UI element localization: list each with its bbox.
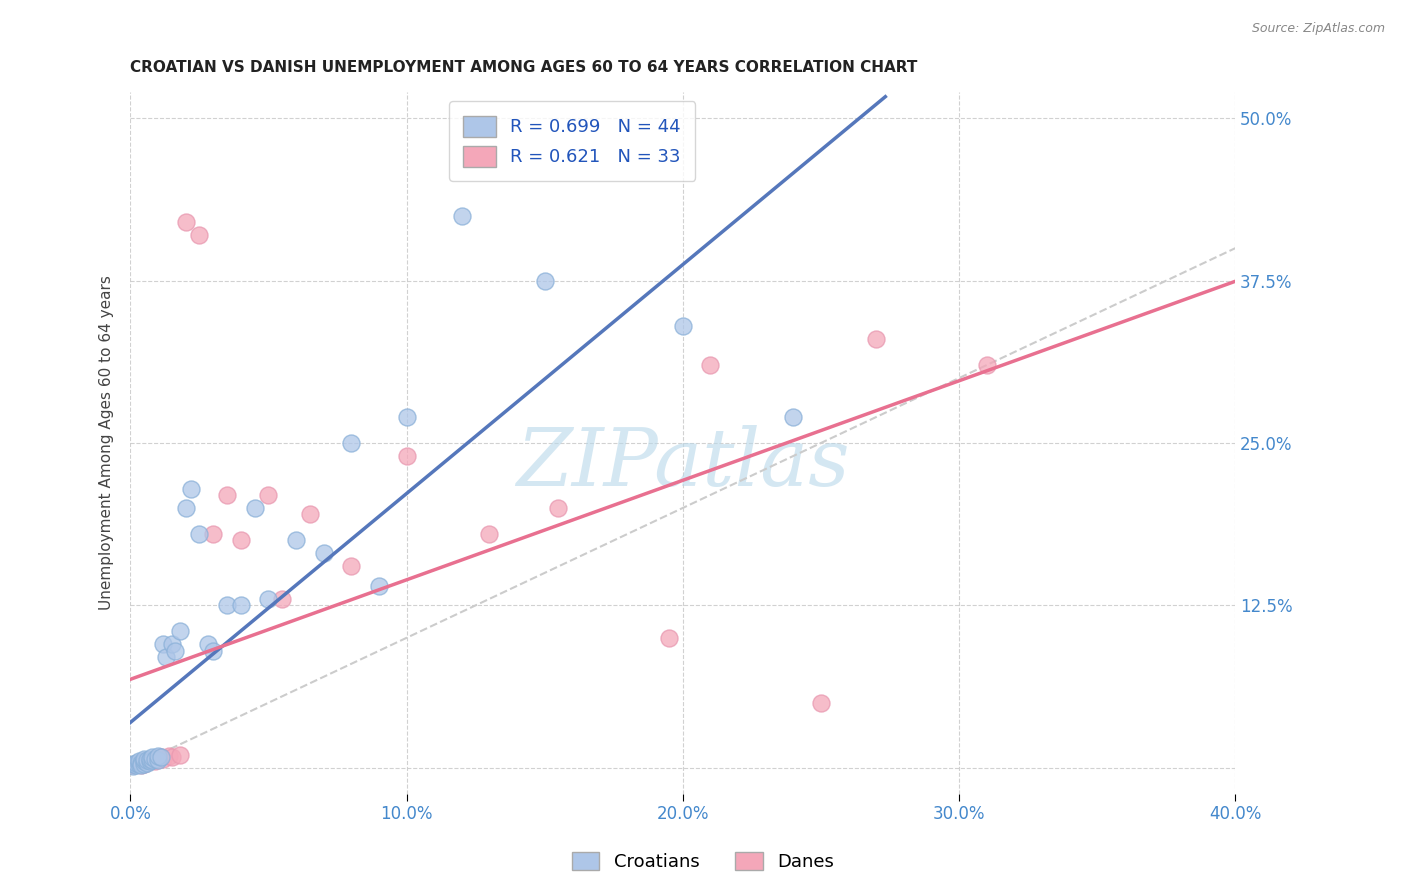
- Point: [312, 546, 335, 560]
- Point: [160, 637, 183, 651]
- Point: [197, 637, 219, 651]
- Point: [152, 751, 174, 765]
- Point: [547, 500, 569, 515]
- Point: [134, 754, 156, 768]
- Y-axis label: Unemployment Among Ages 60 to 64 years: Unemployment Among Ages 60 to 64 years: [100, 276, 114, 610]
- Point: [285, 533, 308, 548]
- Point: [122, 756, 145, 771]
- Text: Source: ZipAtlas.com: Source: ZipAtlas.com: [1251, 22, 1385, 36]
- Point: [125, 758, 148, 772]
- Point: [229, 533, 252, 548]
- Point: [141, 753, 163, 767]
- Point: [174, 500, 197, 515]
- Point: [271, 591, 294, 606]
- Point: [143, 754, 166, 768]
- Point: [215, 488, 238, 502]
- Point: [257, 488, 280, 502]
- Point: [138, 754, 160, 768]
- Point: [128, 754, 150, 768]
- Point: [180, 482, 202, 496]
- Point: [202, 644, 225, 658]
- Point: [395, 449, 418, 463]
- Point: [149, 750, 172, 764]
- Point: [131, 758, 153, 772]
- Point: [134, 756, 156, 771]
- Point: [155, 650, 177, 665]
- Point: [135, 754, 157, 768]
- Point: [134, 751, 156, 765]
- Point: [976, 358, 998, 372]
- Point: [533, 274, 555, 288]
- Point: [141, 753, 163, 767]
- Point: [143, 751, 166, 765]
- Text: CROATIAN VS DANISH UNEMPLOYMENT AMONG AGES 60 TO 64 YEARS CORRELATION CHART: CROATIAN VS DANISH UNEMPLOYMENT AMONG AG…: [131, 60, 918, 75]
- Point: [134, 756, 156, 771]
- Point: [125, 756, 148, 771]
- Point: [174, 215, 197, 229]
- Point: [188, 228, 211, 243]
- Point: [128, 756, 150, 770]
- Point: [340, 559, 363, 574]
- Point: [146, 753, 169, 767]
- Point: [169, 747, 191, 762]
- Point: [138, 751, 160, 765]
- Point: [128, 756, 150, 771]
- Point: [243, 500, 266, 515]
- Point: [229, 599, 252, 613]
- Point: [125, 756, 148, 770]
- Point: [395, 410, 418, 425]
- Point: [146, 749, 169, 764]
- Point: [367, 579, 389, 593]
- Point: [122, 759, 145, 773]
- Point: [257, 591, 280, 606]
- Point: [138, 754, 160, 768]
- Legend: R = 0.699   N = 44, R = 0.621   N = 33: R = 0.699 N = 44, R = 0.621 N = 33: [449, 102, 696, 181]
- Point: [146, 751, 169, 765]
- Point: [152, 637, 174, 651]
- Point: [135, 753, 157, 767]
- Point: [149, 750, 172, 764]
- Point: [202, 527, 225, 541]
- Point: [298, 508, 321, 522]
- Point: [340, 436, 363, 450]
- Point: [157, 749, 180, 764]
- Point: [782, 410, 804, 425]
- Point: [135, 756, 157, 770]
- Point: [122, 758, 145, 772]
- Point: [865, 332, 887, 346]
- Point: [163, 644, 186, 658]
- Point: [699, 358, 721, 372]
- Point: [672, 319, 695, 334]
- Legend: Croatians, Danes: Croatians, Danes: [565, 845, 841, 879]
- Point: [450, 209, 472, 223]
- Point: [658, 631, 681, 645]
- Point: [188, 527, 211, 541]
- Text: ZIPatlas: ZIPatlas: [516, 425, 849, 503]
- Point: [160, 750, 183, 764]
- Point: [141, 750, 163, 764]
- Point: [169, 624, 191, 639]
- Point: [131, 758, 153, 772]
- Point: [134, 756, 156, 770]
- Point: [215, 599, 238, 613]
- Point: [478, 527, 501, 541]
- Point: [131, 756, 153, 770]
- Point: [810, 696, 832, 710]
